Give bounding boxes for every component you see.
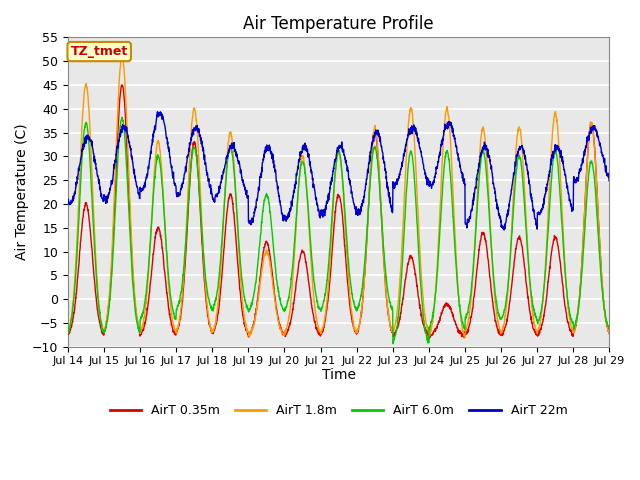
Title: Air Temperature Profile: Air Temperature Profile: [243, 15, 434, 33]
Y-axis label: Air Temperature (C): Air Temperature (C): [15, 124, 29, 260]
X-axis label: Time: Time: [322, 368, 356, 382]
Legend: AirT 0.35m, AirT 1.8m, AirT 6.0m, AirT 22m: AirT 0.35m, AirT 1.8m, AirT 6.0m, AirT 2…: [105, 399, 572, 422]
Text: TZ_tmet: TZ_tmet: [70, 45, 128, 58]
